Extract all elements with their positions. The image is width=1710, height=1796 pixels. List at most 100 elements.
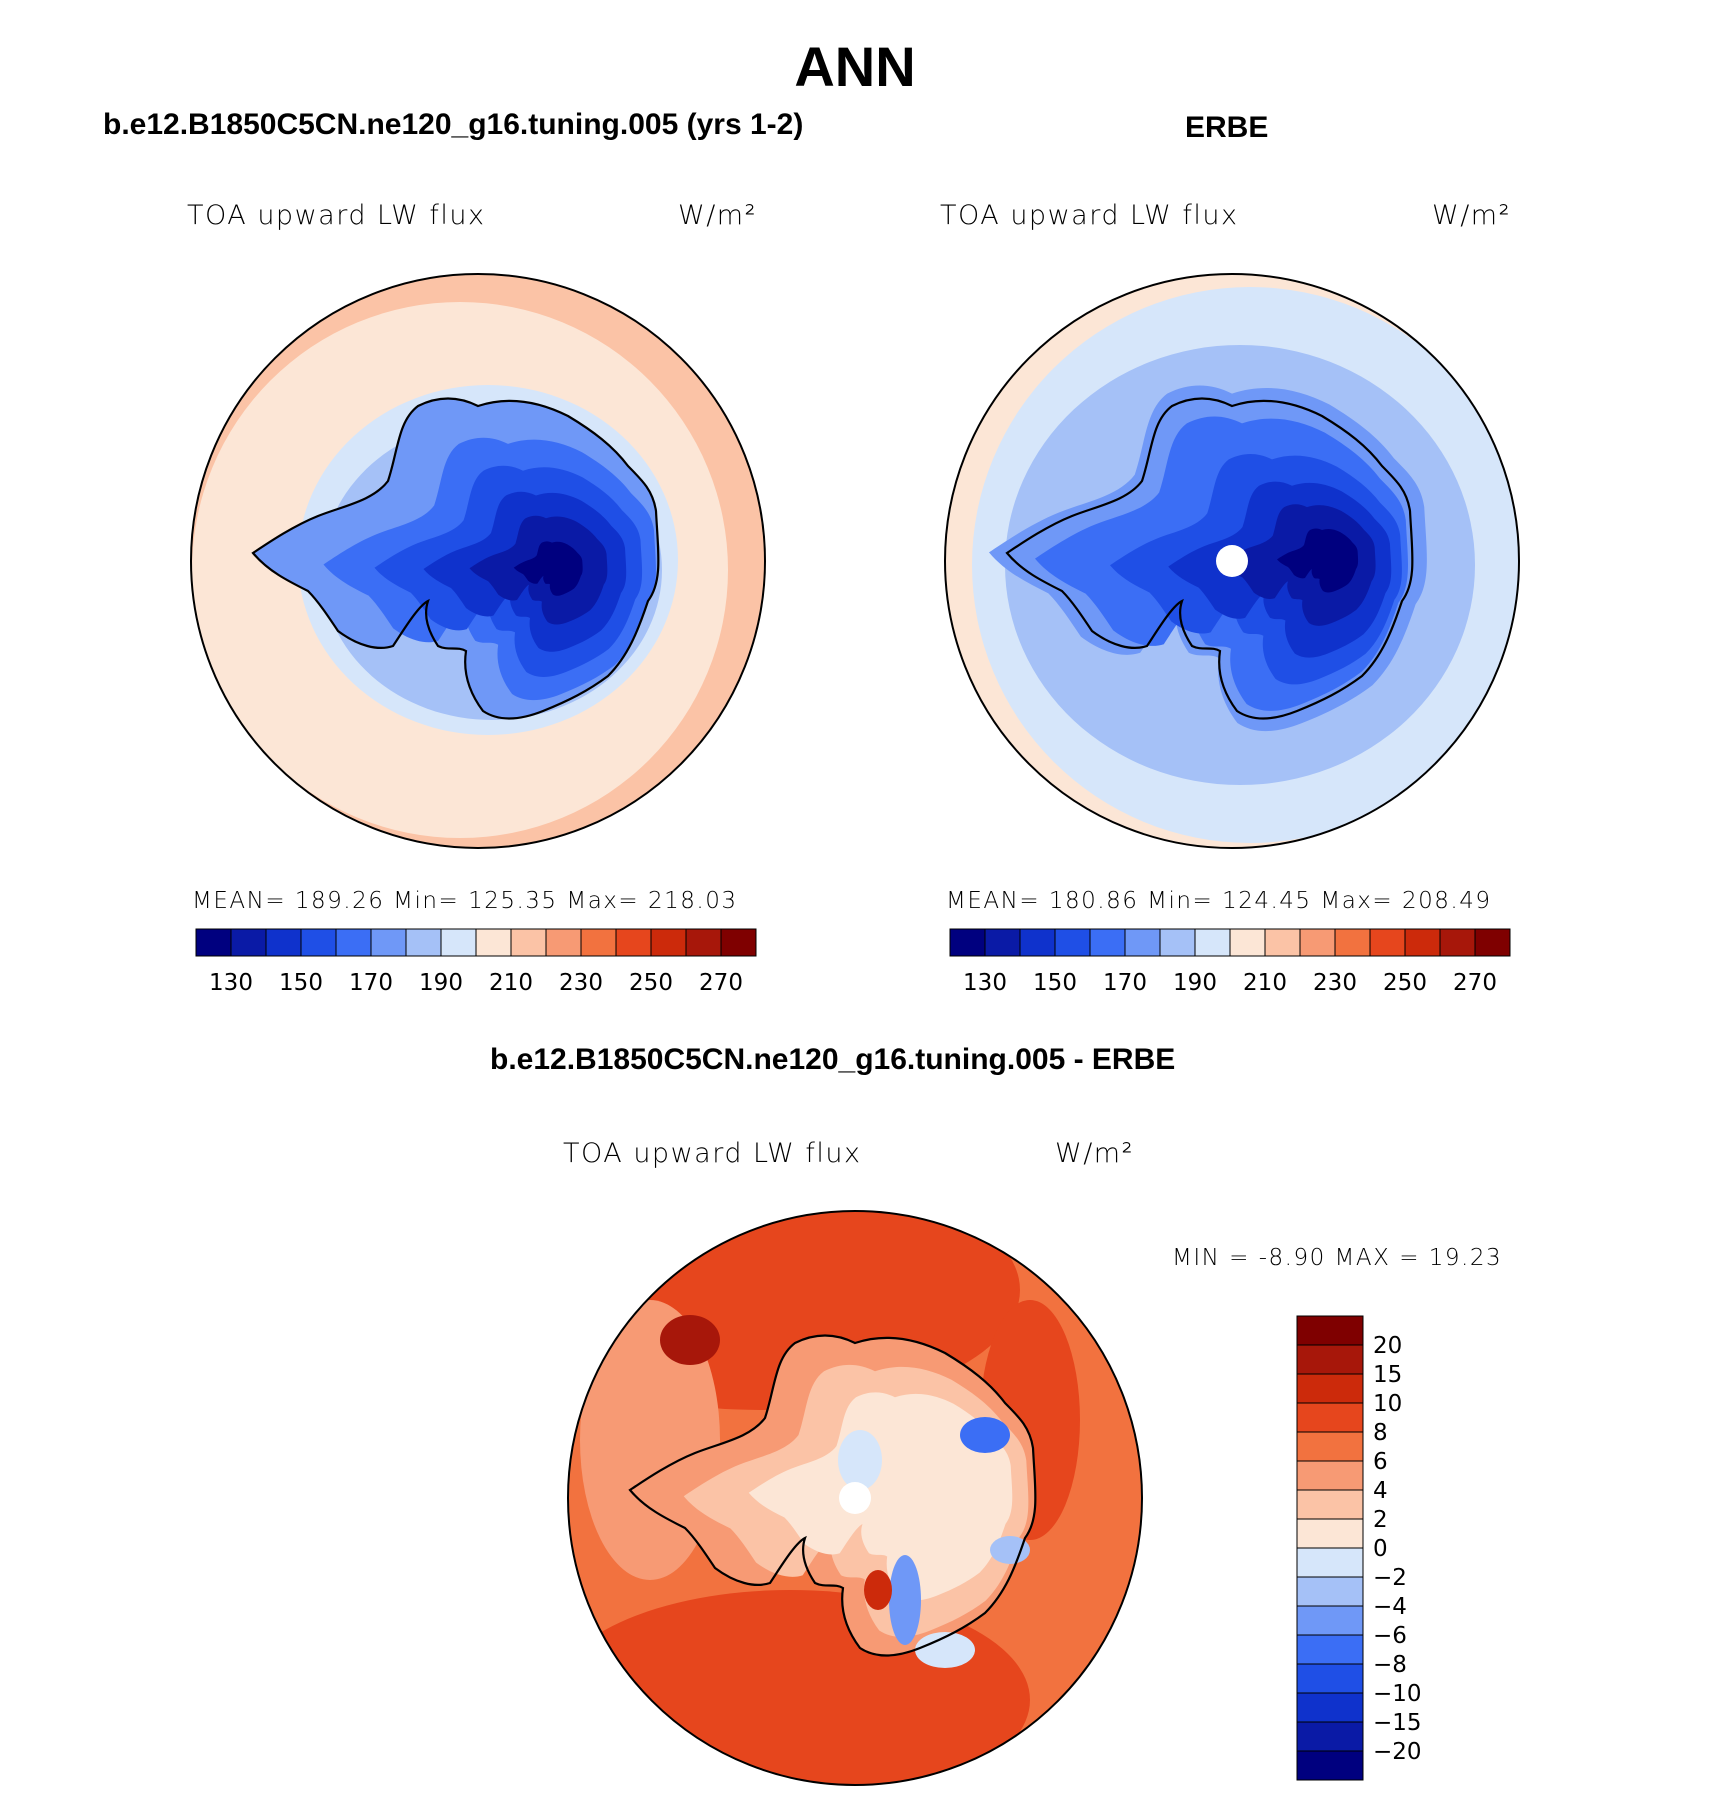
colorbar-box (1369, 928, 1406, 957)
colorbar-tick-label: 210 (489, 970, 533, 996)
colorbar-box (1296, 1373, 1364, 1404)
colorbar-box (1296, 1315, 1364, 1346)
pole-missing-data (1216, 545, 1248, 577)
colorbar-tick-label: −6 (1373, 1623, 1407, 1649)
colorbar-box (1439, 928, 1476, 957)
colorbar-box (370, 928, 407, 957)
obs-stats: MEAN= 180.86 Min= 124.45 Max= 208.49 (946, 888, 1492, 914)
colorbar-tick-label: 270 (699, 970, 743, 996)
colorbar-tick-label: −10 (1373, 1681, 1422, 1707)
colorbar-box (1296, 1605, 1364, 1636)
case-map (190, 273, 766, 849)
colorbar-tick-label: 10 (1373, 1391, 1402, 1417)
colorbar-box (1054, 928, 1091, 957)
case-map-border (190, 273, 766, 849)
colorbar-tick-label: −4 (1373, 1594, 1407, 1620)
colorbar-box (1019, 928, 1056, 957)
colorbar-box (1299, 928, 1336, 957)
colorbar-box (1296, 1402, 1364, 1433)
colorbar-tick-label: 4 (1373, 1478, 1388, 1504)
colorbar-box (335, 928, 372, 957)
obs-units-label: W/m² (1432, 200, 1511, 231)
colorbar-box (1124, 928, 1161, 957)
colorbar-tick-label: 170 (1103, 970, 1147, 996)
diff-stats: MIN = -8.90 MAX = 19.23 (1172, 1245, 1503, 1271)
colorbar-tick-label: 190 (419, 970, 463, 996)
obs-variable-label: TOA upward LW flux (940, 200, 1239, 231)
colorbar-box (615, 928, 652, 957)
colorbar-tick-label: 170 (349, 970, 393, 996)
case-variable-label: TOA upward LW flux (187, 200, 486, 231)
colorbar-tick-label: 130 (209, 970, 253, 996)
case-colorbar: 130 150 170 190 210 230 250 270 (195, 928, 757, 996)
colorbar-tick-label: 0 (1373, 1536, 1388, 1562)
colorbar-box (1296, 1634, 1364, 1665)
colorbar-tick-label: 190 (1173, 970, 1217, 996)
colorbar-tick-label: −15 (1373, 1710, 1422, 1736)
diff-variable-label: TOA upward LW flux (563, 1138, 862, 1169)
colorbar-box (1296, 1489, 1364, 1520)
case-stats: MEAN= 189.26 Min= 125.35 Max= 218.03 (192, 888, 738, 914)
colorbar-box (1334, 928, 1371, 957)
colorbar-tick-label: 15 (1373, 1362, 1402, 1388)
obs-map (944, 273, 1520, 849)
colorbar-box (1296, 1750, 1364, 1781)
colorbar-tick-label: 230 (559, 970, 603, 996)
diff-panel-title: b.e12.B1850C5CN.ne120_g16.tuning.005 - E… (490, 1043, 1176, 1076)
case-units-label: W/m² (678, 200, 757, 231)
colorbar-box (510, 928, 547, 957)
colorbar-box (685, 928, 722, 957)
colorbar-box (650, 928, 687, 957)
obs-map-border (944, 273, 1520, 849)
colorbar-box (1296, 1460, 1364, 1491)
colorbar-box (1194, 928, 1231, 957)
colorbar-box (475, 928, 512, 957)
colorbar-box (1089, 928, 1126, 957)
colorbar-tick-label: 270 (1453, 970, 1497, 996)
colorbar-box (1159, 928, 1196, 957)
colorbar-box (230, 928, 267, 957)
colorbar-tick-label: 2 (1373, 1507, 1388, 1533)
colorbar-box (1229, 928, 1266, 957)
colorbar-tick-label: −8 (1373, 1652, 1407, 1678)
colorbar-tick-label: 250 (1383, 970, 1427, 996)
colorbar-box (1296, 1663, 1364, 1694)
colorbar-box (265, 928, 302, 957)
diff-map (567, 1210, 1143, 1786)
colorbar-tick-label: 130 (963, 970, 1007, 996)
colorbar-box (1296, 1547, 1364, 1578)
main-title: ANN (794, 35, 916, 98)
colorbar-box (195, 928, 232, 957)
colorbar-box (440, 928, 477, 957)
colorbar-tick-label: 150 (279, 970, 323, 996)
colorbar-tick-label: −2 (1373, 1565, 1407, 1591)
colorbar-box (984, 928, 1021, 957)
colorbar-tick-label: 250 (629, 970, 673, 996)
colorbar-box (545, 928, 582, 957)
colorbar-box (720, 928, 757, 957)
pole-missing-data (839, 1482, 871, 1514)
colorbar-box (1296, 1344, 1364, 1375)
colorbar-box (1404, 928, 1441, 957)
colorbar-box (949, 928, 986, 957)
colorbar-box (300, 928, 337, 957)
colorbar-tick-label: 6 (1373, 1449, 1388, 1475)
colorbar-tick-label: −20 (1373, 1739, 1422, 1765)
colorbar-tick-label: 150 (1033, 970, 1077, 996)
colorbar-box (580, 928, 617, 957)
colorbar-box (405, 928, 442, 957)
colorbar-box (1296, 1721, 1364, 1752)
colorbar-box (1296, 1431, 1364, 1462)
colorbar-box (1474, 928, 1511, 957)
colorbar-tick-label: 8 (1373, 1420, 1388, 1446)
diff-map-border (567, 1210, 1143, 1786)
colorbar-box (1296, 1576, 1364, 1607)
colorbar-tick-label: 210 (1243, 970, 1287, 996)
case-panel-title: b.e12.B1850C5CN.ne120_g16.tuning.005 (yr… (103, 108, 804, 141)
colorbar-box (1296, 1518, 1364, 1549)
obs-colorbar: 130 150 170 190 210 230 250 270 (949, 928, 1511, 996)
colorbar-box (1264, 928, 1301, 957)
obs-panel-title: ERBE (1185, 111, 1269, 144)
colorbar-tick-label: 230 (1313, 970, 1357, 996)
